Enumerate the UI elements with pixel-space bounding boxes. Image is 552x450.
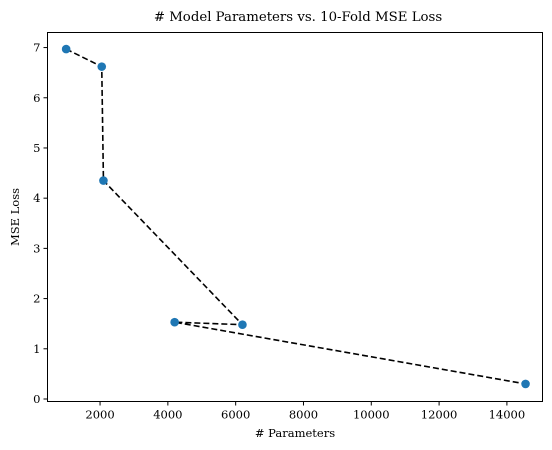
chart-title: # Model Parameters vs. 10-Fold MSE Loss: [154, 10, 443, 25]
y-tick-label: 7: [33, 41, 40, 55]
y-tick-label: 6: [33, 91, 40, 105]
x-tick-label: 12000: [421, 408, 458, 422]
data-point: [238, 320, 247, 329]
y-tick-label: 3: [33, 241, 40, 255]
series-line: [65, 48, 526, 385]
x-tick-label: 10000: [353, 408, 390, 422]
y-axis-label: MSE Loss: [8, 188, 22, 246]
data-point: [170, 317, 179, 327]
x-tick-label: 2000: [85, 408, 114, 422]
x-tick-label: 4000: [153, 408, 182, 422]
data-point: [97, 62, 107, 71]
data-point: [61, 44, 71, 54]
data-point: [521, 379, 530, 389]
y-axis: 0 1 2 3 4 5 6 7: [33, 41, 48, 406]
data-point: [99, 176, 108, 185]
plot-frame: [47, 32, 543, 402]
y-tick-label: 4: [33, 191, 40, 205]
y-tick-label: 1: [33, 342, 40, 356]
y-tick-label: 2: [33, 292, 40, 306]
y-tick-label: 0: [33, 392, 40, 406]
x-tick-label: 8000: [289, 408, 318, 422]
x-tick-label: 14000: [489, 408, 526, 422]
plot-area: [61, 44, 530, 389]
x-axis: 2000 4000 6000 8000 10000 12000 14000: [85, 401, 526, 422]
x-tick-label: 6000: [221, 408, 250, 422]
x-axis-label: # Parameters: [255, 426, 335, 440]
y-tick-label: 5: [33, 141, 40, 155]
